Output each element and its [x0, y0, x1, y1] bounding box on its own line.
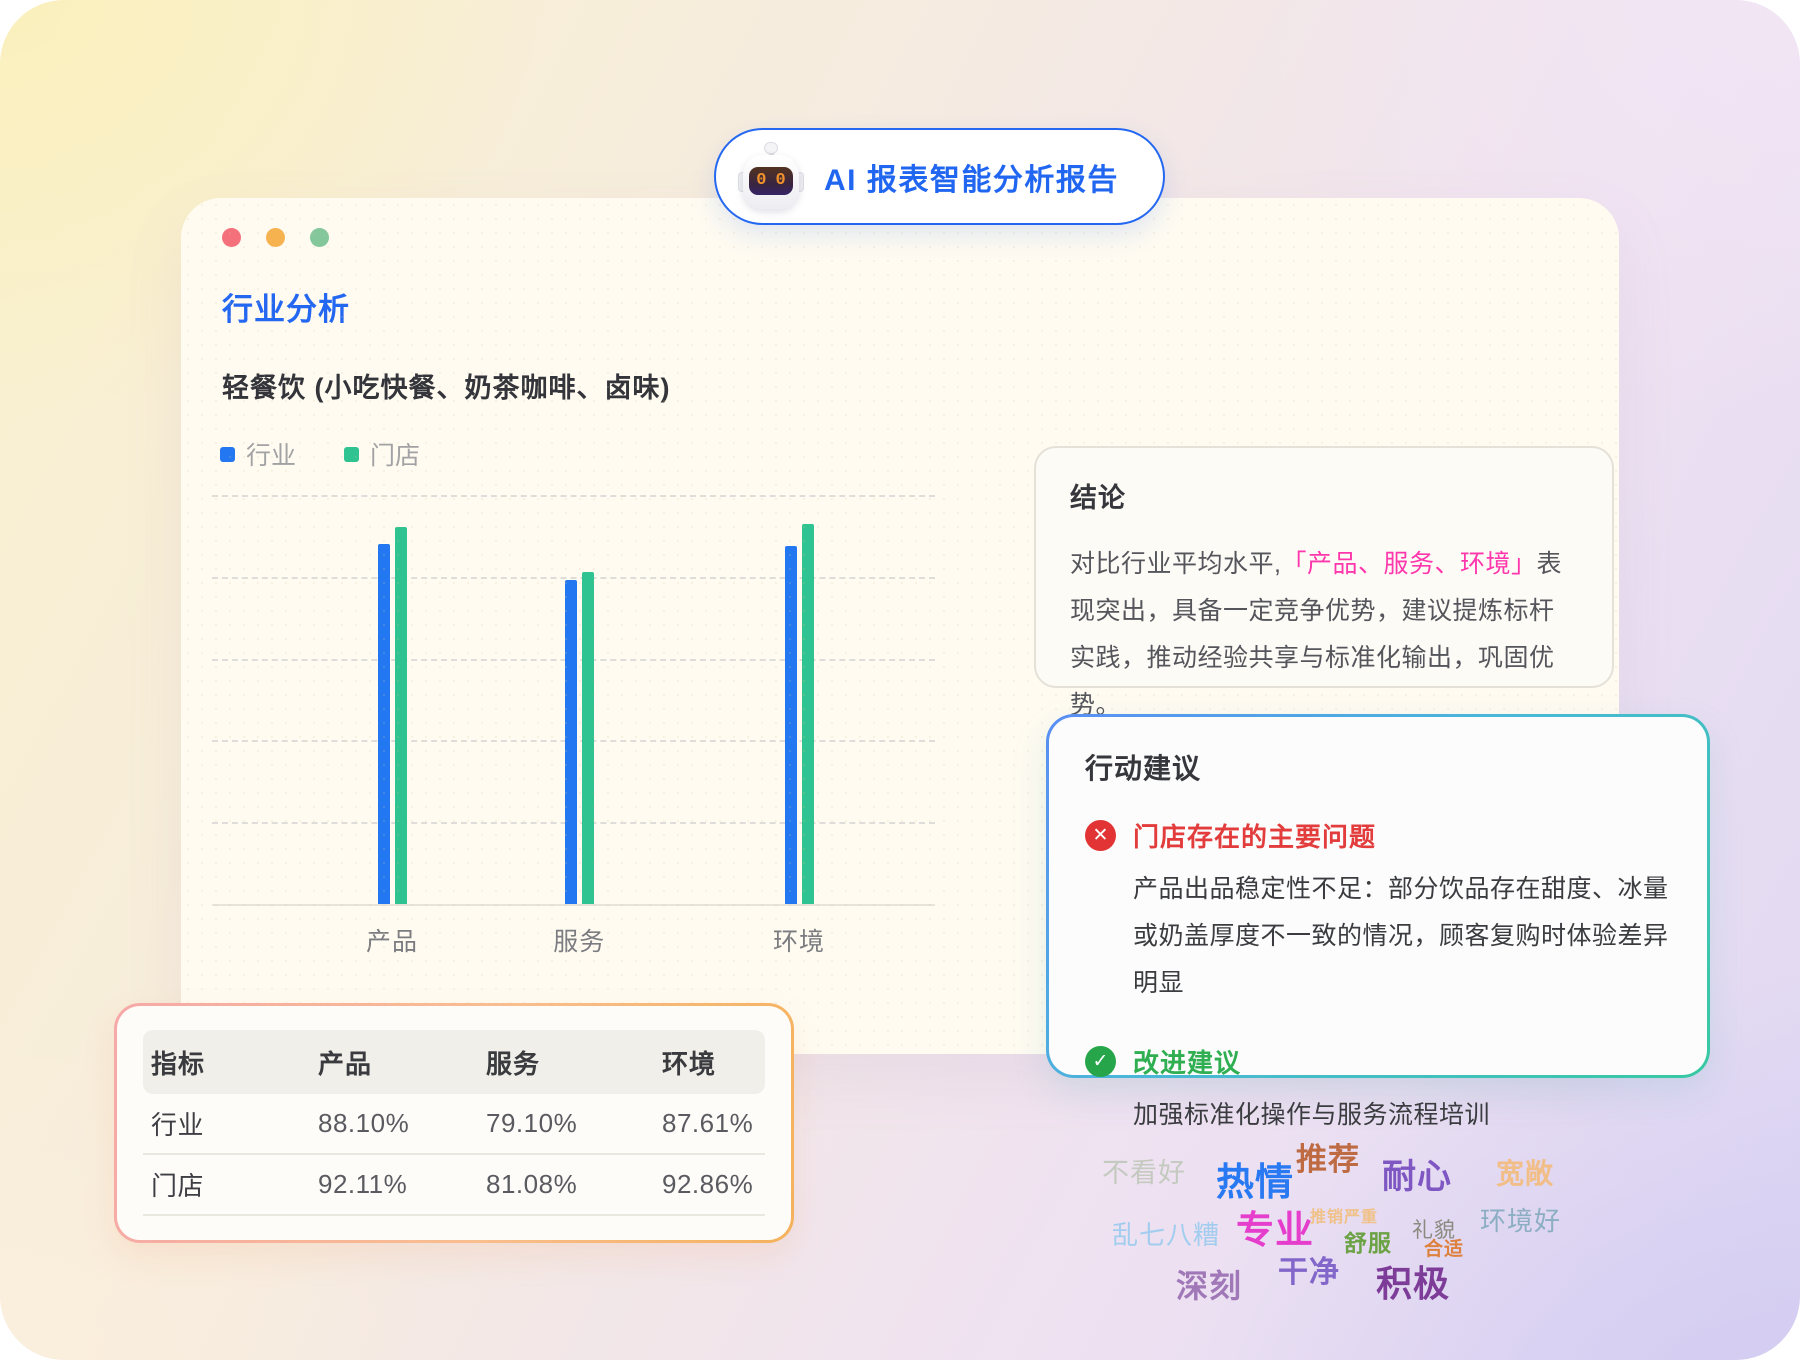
conclusion-title: 结论 [1070, 483, 1126, 513]
metrics-table-card: 指标 产品 服务 环境 行业 88.10% 79.10% 87.61% 门店 92.11% 81.… [114, 1003, 794, 1243]
legend-item-store[interactable]: 门店 [344, 436, 420, 472]
bar-group-环境 [784, 524, 814, 904]
bar-行业-环境 [784, 545, 797, 904]
category-label-服务: 服务 [553, 928, 606, 956]
wordcloud-word-推销严重: 推销严重 [1310, 1209, 1379, 1226]
improvement-row: ✓ 改进建议 [1085, 1043, 1671, 1080]
problem-row: ✕ 门店存在的主要问题 [1085, 817, 1671, 854]
table-header-cell: 指标 [151, 1048, 206, 1079]
window-zoom-dot[interactable] [310, 228, 329, 247]
problem-heading: 门店存在的主要问题 [1133, 822, 1377, 852]
table-header-cell: 产品 [318, 1048, 373, 1079]
review-wordcloud: 不看好 热情 推荐 耐心 宽敞乱七八糟 专业 推销严重舒服 礼貌 合适 环境好深刻 干净 积极 [1080, 1140, 1600, 1320]
table-cell: 92.11% [318, 1169, 408, 1199]
table-cell: 行业 [151, 1110, 205, 1140]
problem-body: 产品出品稳定性不足：部分饮品存在甜度、冰量或奶盖厚度不一致的情况，顾客复购时体验… [1133, 875, 1669, 997]
table-cell: 88.10% [318, 1108, 410, 1138]
bar-group-服务 [564, 572, 594, 904]
table-cell: 92.86% [662, 1169, 754, 1199]
wordcloud-word-干净: 干净 [1278, 1256, 1340, 1289]
check-circle-icon: ✓ [1085, 1046, 1116, 1077]
improvement-heading: 改进建议 [1133, 1048, 1242, 1078]
legend-item-industry[interactable]: 行业 [220, 436, 296, 472]
category-label-环境: 环境 [773, 928, 826, 956]
wordcloud-word-宽敞: 宽敞 [1496, 1158, 1555, 1189]
bar-group-产品 [377, 527, 407, 904]
table-cell: 79.10% [486, 1108, 578, 1138]
window-traffic-lights [222, 228, 329, 247]
wordcloud-word-乱七八糟: 乱七八糟 [1112, 1220, 1221, 1250]
table-cell: 81.08% [486, 1169, 578, 1199]
action-suggestions-card: 行动建议 ✕ 门店存在的主要问题 产品出品稳定性不足：部分饮品存在甜度、冰量或奶… [1046, 714, 1710, 1129]
table-row-门店: 门店 92.11% 81.08% 92.86% [143, 1155, 765, 1216]
conclusion-card: 结论 对比行业平均水平,「产品、服务、环境」表现突出，具备一定竞争优势，建议提炼… [1034, 446, 1614, 719]
gridline-100 [212, 495, 935, 497]
badge-label: AI 报表智能分析报告 [824, 163, 1119, 197]
table-row-行业: 行业 88.10% 79.10% 87.61% [143, 1094, 765, 1155]
wordcloud-word-积极: 积极 [1376, 1263, 1451, 1304]
conclusion-text-after: 表现突出，具备一定竞争优势，建议提炼标杆实践，推动经验共享与标准化输出，巩固优势… [1070, 550, 1562, 719]
table-body: 行业 88.10% 79.10% 87.61% 门店 92.11% 81.08% 92.86% [143, 1094, 765, 1216]
gridline-80 [212, 576, 935, 579]
table-header-cell: 服务 [486, 1048, 541, 1079]
conclusion-text: 对比行业平均水平,「产品、服务、环境」表现突出，具备一定竞争优势，建议提炼标杆实… [1070, 541, 1578, 729]
bar-门店-环境 [801, 524, 814, 904]
action-card-title: 行动建议 [1085, 753, 1202, 784]
legend-swatch-icon [344, 446, 360, 462]
bar-行业-服务 [564, 580, 577, 904]
legend-label: 门店 [370, 442, 421, 470]
wordcloud-word-不看好: 不看好 [1102, 1158, 1186, 1188]
bar-门店-产品 [394, 527, 407, 904]
improvement-body: 加强标准化操作与服务流程培训 [1133, 1101, 1491, 1129]
wordcloud-word-热情: 热情 [1216, 1162, 1295, 1204]
table-header-row: 指标 产品 服务 环境 [143, 1030, 765, 1094]
x-circle-icon: ✕ [1085, 820, 1116, 851]
window-minimize-dot[interactable] [266, 228, 285, 247]
legend-label: 行业 [246, 442, 297, 470]
bar-行业-产品 [377, 543, 390, 904]
table-header-cell: 环境 [662, 1048, 717, 1079]
conclusion-text-before: 对比行业平均水平, [1070, 550, 1282, 578]
bar-chart: 产品 服务 环境 [212, 495, 935, 956]
wordcloud-word-耐心: 耐心 [1382, 1158, 1452, 1196]
section-title: 行业分析 [222, 292, 350, 327]
category-label-产品: 产品 [366, 928, 419, 956]
wordcloud-word-专业: 专业 [1236, 1210, 1315, 1252]
chart-subtitle: 轻餐饮 (小吃快餐、奶茶咖啡、卤味) [222, 373, 671, 403]
wordcloud-word-深刻: 深刻 [1176, 1268, 1243, 1304]
wordcloud-word-合适: 合适 [1424, 1239, 1465, 1260]
x-axis-line [212, 904, 935, 906]
wordcloud-word-推荐: 推荐 [1296, 1142, 1360, 1177]
table-cell: 门店 [151, 1171, 205, 1201]
bar-门店-服务 [581, 572, 594, 904]
wordcloud-word-环境好: 环境好 [1480, 1206, 1562, 1236]
legend-swatch-icon [220, 446, 235, 462]
wordcloud-word-舒服: 舒服 [1344, 1230, 1392, 1256]
chart-legend: 行业 门店 [220, 436, 420, 472]
wordcloud-word-礼貌: 礼貌 [1412, 1219, 1456, 1242]
table-cell: 87.61% [662, 1108, 754, 1138]
window-close-dot[interactable] [222, 228, 241, 247]
conclusion-highlight: 「产品、服务、环境」 [1281, 550, 1537, 578]
